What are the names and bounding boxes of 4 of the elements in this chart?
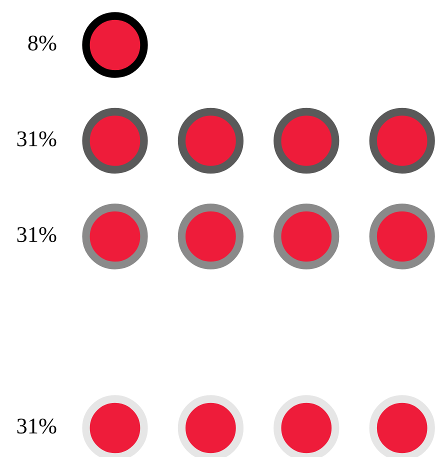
data-label: 8% <box>28 36 56 51</box>
data-label: 31% <box>17 131 56 146</box>
data-label: 31% <box>17 418 56 434</box>
data-label: 31% <box>17 227 56 242</box>
